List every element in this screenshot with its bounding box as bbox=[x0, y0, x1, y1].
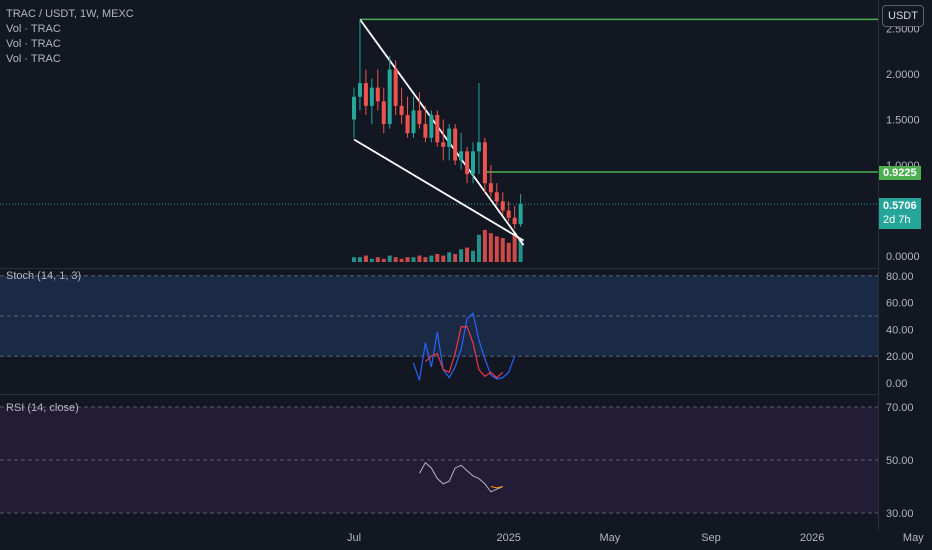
candle-body bbox=[453, 128, 458, 161]
last-price-value: 0.5706 bbox=[883, 200, 917, 212]
volume-bar bbox=[363, 255, 368, 262]
candle-body bbox=[363, 83, 368, 106]
volume-indicator-label[interactable]: Vol · TRAC bbox=[6, 38, 61, 50]
chart-legend: TRAC / USDT, 1W, MEXC Vol · TRAC Vol · T… bbox=[6, 7, 134, 67]
candle-body bbox=[494, 192, 499, 202]
volume-bar bbox=[494, 236, 499, 262]
stoch-tick-label: 60.00 bbox=[886, 298, 914, 310]
volume-bar bbox=[441, 255, 446, 262]
volume-bar bbox=[375, 257, 380, 262]
candle-body bbox=[506, 210, 511, 218]
rsi-ma-line bbox=[490, 486, 503, 489]
price-tick-label: 1.5000 bbox=[886, 115, 920, 127]
volume-bar bbox=[482, 230, 487, 262]
stoch-k-line bbox=[412, 312, 516, 381]
candle-body bbox=[381, 101, 386, 125]
candle-body bbox=[476, 142, 481, 152]
stoch-tick-label: 20.00 bbox=[886, 351, 914, 363]
time-axis-label: Sep bbox=[701, 532, 721, 544]
volume-bar bbox=[399, 258, 404, 262]
volume-bar bbox=[405, 257, 410, 262]
candle-body bbox=[471, 151, 475, 175]
volume-bar bbox=[429, 255, 434, 262]
candle-body bbox=[500, 201, 505, 211]
volume-bar bbox=[387, 255, 392, 262]
rsi-pane-title[interactable]: RSI (14, close) bbox=[6, 402, 79, 414]
candle-body bbox=[512, 217, 517, 225]
candle-body bbox=[488, 183, 493, 193]
volume-bar bbox=[453, 254, 458, 262]
volume-bar bbox=[369, 258, 374, 262]
candle-body bbox=[441, 142, 446, 147]
volume-bar bbox=[465, 247, 470, 262]
candle-body bbox=[375, 87, 380, 102]
volume-bar bbox=[352, 257, 356, 262]
rsi-band-fill bbox=[0, 407, 878, 513]
volume-bar bbox=[471, 250, 475, 262]
candle-body bbox=[393, 69, 398, 106]
candle-body bbox=[459, 151, 464, 161]
symbol-title[interactable]: TRAC / USDT, 1W, MEXC bbox=[6, 8, 134, 20]
candle-body bbox=[357, 83, 362, 97]
stoch-d-line bbox=[424, 326, 504, 379]
time-axis-label: May bbox=[903, 532, 924, 544]
stoch-tick-label: 80.00 bbox=[886, 271, 914, 283]
candle-body bbox=[369, 87, 374, 106]
volume-bar bbox=[459, 249, 464, 262]
time-axis-label: 2025 bbox=[496, 532, 520, 544]
price-tick-label: 0.0000 bbox=[886, 251, 920, 263]
volume-bar bbox=[423, 257, 428, 262]
candle-body bbox=[411, 110, 416, 134]
volume-bar bbox=[518, 239, 523, 262]
candle-body bbox=[447, 128, 452, 147]
volume-bar bbox=[447, 252, 452, 262]
rsi-tick-label: 50.00 bbox=[886, 455, 914, 467]
time-axis-label: Jul bbox=[347, 532, 361, 544]
falling-wedge-lower-trendline bbox=[353, 138, 525, 242]
volume-indicator-label[interactable]: Vol · TRAC bbox=[6, 23, 61, 35]
volume-bar bbox=[435, 254, 440, 262]
time-axis-label: May bbox=[599, 532, 620, 544]
candle-body bbox=[399, 105, 404, 115]
rsi-tick-label: 70.00 bbox=[886, 402, 914, 414]
currency-unit-button[interactable]: USDT bbox=[882, 5, 924, 27]
candle-body bbox=[423, 124, 428, 138]
volume-bar bbox=[500, 238, 505, 262]
stoch-pane-title[interactable]: Stoch (14, 1, 3) bbox=[6, 270, 82, 282]
stoch-tick-label: 40.00 bbox=[886, 324, 914, 336]
candle-body bbox=[405, 114, 410, 134]
candle-body bbox=[435, 114, 440, 143]
candle-body bbox=[429, 114, 434, 138]
volume-bar bbox=[476, 234, 481, 262]
candle-body bbox=[465, 151, 470, 175]
candle-body bbox=[387, 69, 392, 125]
candle-body bbox=[518, 204, 523, 225]
rsi-line bbox=[419, 461, 503, 493]
volume-indicator-label[interactable]: Vol · TRAC bbox=[6, 53, 61, 65]
rsi-tick-label: 30.00 bbox=[886, 508, 914, 520]
bar-countdown: 2d 7h bbox=[883, 214, 911, 226]
volume-bar bbox=[488, 233, 493, 262]
price-tick-label: 2.0000 bbox=[886, 69, 920, 81]
volume-bar bbox=[411, 257, 416, 262]
volume-bar bbox=[506, 242, 511, 262]
falling-wedge-upper-trendline bbox=[359, 18, 525, 246]
level-price-tag: 0.9225 bbox=[879, 166, 921, 180]
candle-body bbox=[417, 110, 422, 125]
volume-bar bbox=[512, 233, 517, 262]
volume-bar bbox=[357, 257, 362, 262]
time-axis-label: 2026 bbox=[800, 532, 824, 544]
volume-bar bbox=[417, 255, 422, 262]
stoch-tick-label: 0.00 bbox=[886, 378, 907, 390]
volume-bar bbox=[381, 258, 386, 262]
candle-body bbox=[482, 142, 487, 184]
candle-body bbox=[352, 96, 356, 120]
last-price-tag: 0.5706 2d 7h bbox=[879, 198, 921, 229]
volume-bar bbox=[393, 257, 398, 262]
